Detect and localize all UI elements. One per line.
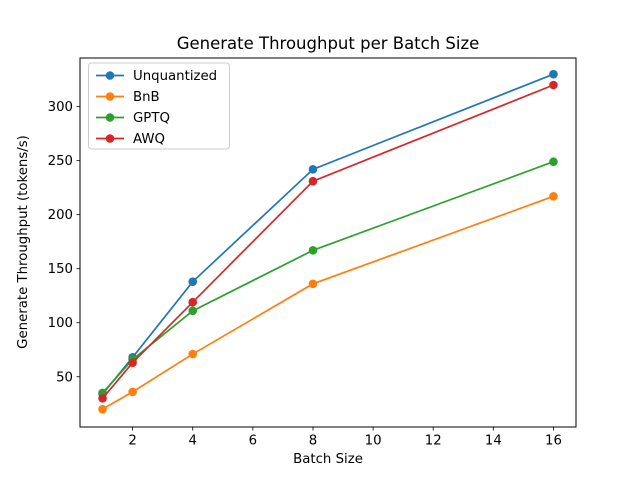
data-point-bnb [98, 404, 107, 414]
axis-ticks: 2 4 6 8 10 12 14 16 50 100 150 200 250 300 [48, 100, 562, 448]
x-tick-label: 4 [188, 434, 196, 449]
y-axis-label: Generate Throughput (tokens/s) [16, 135, 31, 349]
x-tick-label: 16 [545, 434, 562, 449]
data-point-bnb [308, 279, 318, 289]
data-point-bnb [188, 349, 198, 359]
chart-title: Generate Throughput per Batch Size [177, 34, 480, 53]
data-point-bnb [128, 387, 137, 397]
legend-label-bnb: BnB [133, 90, 160, 105]
x-tick-label: 6 [249, 434, 257, 449]
x-tick-label: 12 [425, 434, 442, 449]
legend-label-gptq: GPTQ [133, 111, 170, 126]
legend-label-awq: AWQ [133, 132, 165, 147]
x-tick-label: 2 [128, 434, 136, 449]
y-tick-label: 50 [56, 370, 73, 385]
series-line-bnb [102, 195, 554, 410]
x-axis-label: Batch Size [293, 452, 363, 467]
data-point-awq [128, 358, 137, 368]
data-point-awq [98, 394, 107, 403]
axes-spines [79, 57, 577, 428]
data-series [98, 69, 558, 414]
data-point-unquantized [549, 69, 558, 79]
legend-label-unquantized: Unquantized [133, 69, 217, 84]
y-tick-label: 250 [48, 154, 73, 169]
legend-marker-gptq [105, 113, 115, 122]
legend-marker-awq [105, 134, 115, 143]
y-tick-label: 150 [48, 262, 73, 277]
legend-marker-bnb [105, 92, 115, 101]
data-point-unquantized [188, 277, 198, 286]
plot-border [79, 57, 577, 428]
data-point-awq [549, 80, 558, 90]
y-tick-label: 200 [48, 208, 73, 223]
y-tick-label: 100 [48, 316, 73, 331]
data-point-awq [308, 176, 318, 186]
data-point-gptq [549, 157, 558, 167]
series-line-gptq [101, 160, 554, 394]
x-tick-label: 14 [485, 434, 502, 449]
data-point-bnb [549, 192, 558, 201]
legend: Unquantized BnB GPTQ AWQ [88, 62, 230, 150]
data-point-gptq [188, 306, 198, 316]
y-tick-label: 300 [48, 100, 73, 115]
data-point-unquantized [308, 164, 318, 174]
legend-box [88, 62, 230, 150]
legend-marker-unquantized [105, 71, 115, 80]
data-point-gptq [308, 246, 318, 255]
data-point-awq [188, 297, 198, 307]
x-tick-label: 10 [365, 434, 382, 449]
x-tick-label: 8 [309, 434, 317, 449]
